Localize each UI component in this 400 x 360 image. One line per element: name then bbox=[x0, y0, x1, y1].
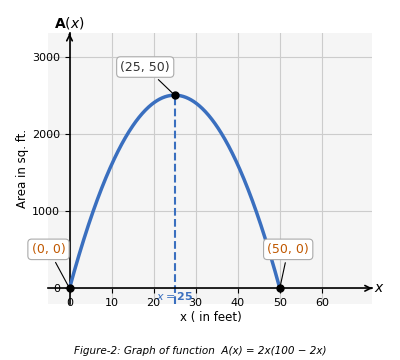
Text: (0, 0): (0, 0) bbox=[32, 243, 68, 286]
Text: $x=\mathbf{25}$: $x=\mathbf{25}$ bbox=[156, 290, 193, 302]
Text: $x$: $x$ bbox=[374, 281, 385, 295]
Text: (50, 0): (50, 0) bbox=[267, 243, 309, 285]
Y-axis label: Area in sq. ft.: Area in sq. ft. bbox=[16, 129, 29, 208]
Text: Figure-2: Graph of function  A(x) = 2x(100 − 2x): Figure-2: Graph of function A(x) = 2x(10… bbox=[74, 346, 326, 356]
X-axis label: x ( in feet): x ( in feet) bbox=[180, 311, 241, 324]
Text: $\mathbf{A}$$(x)$: $\mathbf{A}$$(x)$ bbox=[54, 15, 85, 31]
Text: (25, 50): (25, 50) bbox=[120, 60, 173, 93]
